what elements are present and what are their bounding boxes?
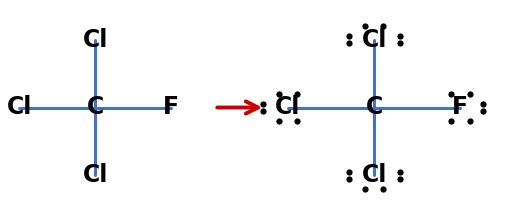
Text: Cl: Cl bbox=[7, 95, 32, 120]
Text: Cl: Cl bbox=[82, 163, 108, 187]
Text: F: F bbox=[451, 95, 468, 120]
Text: Cl: Cl bbox=[275, 95, 300, 120]
Text: Cl: Cl bbox=[361, 28, 386, 52]
Text: C: C bbox=[365, 95, 382, 120]
Text: F: F bbox=[163, 95, 179, 120]
Text: Cl: Cl bbox=[82, 28, 108, 52]
Text: Cl: Cl bbox=[361, 163, 386, 187]
Text: C: C bbox=[87, 95, 104, 120]
